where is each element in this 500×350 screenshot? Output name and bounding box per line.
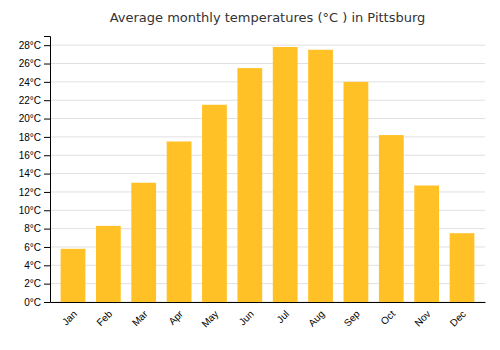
y-tick-label: 12°C (19, 187, 41, 198)
y-tick-label: 22°C (19, 95, 41, 106)
grid-line (50, 63, 485, 64)
x-tick-label: Jun (237, 308, 256, 327)
y-tick-label: 18°C (19, 132, 41, 143)
y-tick-mark (44, 82, 50, 83)
y-tick-mark (44, 210, 50, 211)
y-tick: 20°C (19, 113, 50, 124)
y-tick-mark (44, 284, 50, 285)
y-tick: 8°C (24, 223, 50, 234)
y-tick: 16°C (19, 150, 50, 161)
chart: 0°C 2°C 4°C 6°C 8°C 10°C 12°C 14°C 16°C 18°C 20°C 2… (0, 0, 500, 350)
grid-line (50, 136, 485, 137)
grid-line (50, 173, 485, 174)
y-tick: 14°C (19, 168, 50, 179)
y-axis-line (44, 37, 51, 303)
x-tick: Jan (60, 308, 79, 327)
x-tick: Oct (379, 308, 398, 327)
y-tick: 10°C (19, 205, 50, 216)
plot: 0°C 2°C 4°C 6°C 8°C 10°C 12°C 14°C 16°C 18°C 20°C 2… (19, 37, 486, 330)
y-tick-label: 0°C (24, 297, 41, 308)
x-tick: Aug (306, 308, 326, 328)
x-tick: May (199, 308, 220, 329)
y-tick: 6°C (24, 242, 50, 253)
y-tick-mark (44, 192, 50, 193)
x-tick: Nov (412, 308, 432, 328)
y-tick-label: 14°C (19, 168, 41, 179)
x-tick-label: Nov (412, 308, 432, 328)
x-tick-label: Sep (342, 308, 363, 329)
y-tick-label: 28°C (19, 40, 41, 51)
x-tick: Apr (166, 308, 185, 327)
y-tick-mark (44, 64, 50, 65)
grid-line (50, 118, 485, 119)
bar (379, 135, 404, 302)
grid-line (50, 100, 485, 101)
y-tick-mark (44, 45, 50, 46)
y-tick-mark (44, 247, 50, 248)
y-tick-label: 16°C (19, 150, 41, 161)
y-tick-label: 4°C (24, 260, 41, 271)
y-tick-mark (44, 100, 50, 101)
y-tick-mark (44, 155, 50, 156)
y-tick-mark (44, 174, 50, 175)
x-axis-line (51, 302, 486, 303)
x-tick-label: Apr (166, 308, 185, 327)
x-tick-label: Dec (448, 308, 468, 328)
y-tick: 24°C (19, 77, 50, 88)
x-tick-label: Jul (274, 308, 291, 325)
x-tick-label: Mar (130, 308, 150, 328)
bar (344, 82, 369, 302)
y-tick: 2°C (24, 278, 50, 289)
bar (202, 105, 227, 302)
bar (308, 50, 333, 302)
x-tick: Dec (448, 308, 468, 328)
bars (61, 47, 475, 302)
x-tick: Feb (94, 308, 114, 328)
y-tick: 4°C (24, 260, 50, 271)
y-tick-label: 24°C (19, 77, 41, 88)
x-tick-label: Aug (306, 308, 326, 328)
y-tick-label: 26°C (19, 58, 41, 69)
y-tick: 22°C (19, 95, 50, 106)
x-tick: Sep (342, 308, 363, 329)
title: Average monthly temperatures (°C ) in Pi… (110, 10, 426, 25)
bar (450, 233, 475, 302)
bar (414, 186, 439, 302)
bar (273, 47, 298, 302)
y-tick-label: 20°C (19, 113, 41, 124)
y-tick-mark (44, 302, 50, 303)
y-tick: 0°C (24, 297, 50, 308)
bar (237, 68, 262, 302)
y-tick-mark (44, 137, 50, 138)
grid-line (50, 45, 485, 46)
x-tick-label: Oct (379, 308, 398, 327)
y-tick-label: 6°C (24, 242, 41, 253)
y-tick: 18°C (19, 132, 50, 143)
y-axis: 0°C 2°C 4°C 6°C 8°C 10°C 12°C 14°C 16°C 18°C 20°C 2… (19, 37, 51, 308)
y-tick: 26°C (19, 58, 50, 69)
bar (167, 141, 192, 302)
bar (96, 226, 121, 302)
x-tick-label: Jan (60, 308, 79, 327)
y-tick-mark (44, 265, 50, 266)
y-tick-mark (44, 229, 50, 230)
bar (131, 183, 156, 302)
y-tick-label: 8°C (24, 223, 41, 234)
grid (50, 45, 485, 302)
x-tick: Jun (237, 308, 256, 327)
x-tick-label: May (199, 308, 220, 329)
x-tick-label: Feb (94, 308, 114, 328)
grid-line (50, 81, 485, 82)
x-tick: Jul (274, 308, 291, 325)
grid-line (50, 155, 485, 156)
y-tick-label: 2°C (24, 278, 41, 289)
x-axis: Jan Feb Mar Apr May Jun Jul Aug Sep Oct Nov Dec (51, 303, 486, 330)
bar (61, 249, 86, 302)
y-tick-mark (44, 119, 50, 120)
y-tick: 12°C (19, 187, 50, 198)
x-tick: Mar (130, 308, 150, 328)
y-tick-label: 10°C (19, 205, 41, 216)
y-tick: 28°C (19, 40, 50, 51)
